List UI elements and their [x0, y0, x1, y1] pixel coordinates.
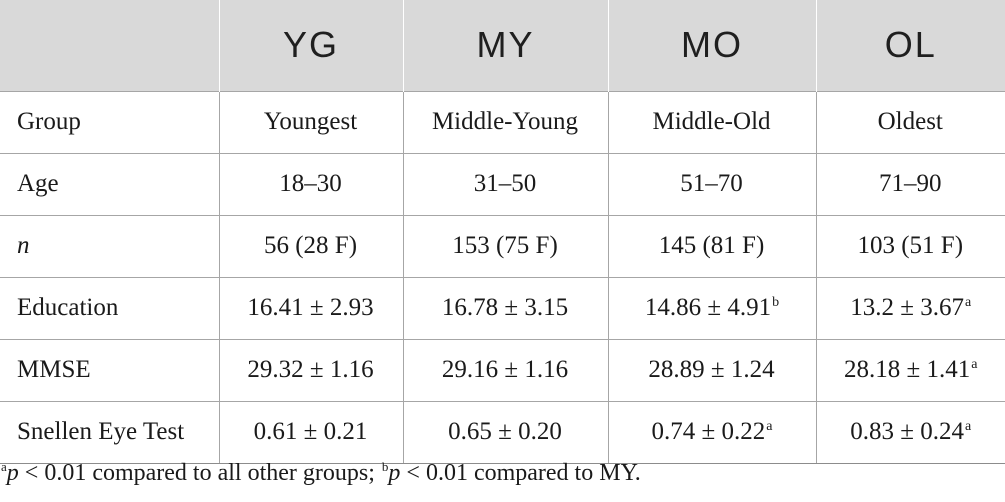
cell-value: 31–50 — [473, 170, 537, 197]
table-cell: 0.83 ± 0.24a — [815, 400, 1005, 464]
table-cell: 153 (75 F) — [402, 214, 609, 278]
cell-value: 14.86 ± 4.91 — [644, 294, 772, 321]
table-row-snellen: Snellen Eye Test 0.61 ± 0.21 0.65 ± 0.20… — [0, 400, 1005, 464]
table-row-mmse: MMSE 29.32 ± 1.16 29.16 ± 1.16 28.89 ± 1… — [0, 338, 1005, 402]
cell-value: 0.61 ± 0.21 — [253, 418, 368, 445]
footnote-p-b: p — [388, 460, 401, 486]
cell-footnote-mark: a — [971, 356, 978, 372]
cell-value: 29.32 ± 1.16 — [247, 356, 374, 383]
footnote-mark-b: b — [381, 459, 389, 474]
cell-footnote-mark: a — [766, 418, 773, 434]
cell-value: 51–70 — [680, 170, 743, 197]
table-row-n: n 56 (28 F) 153 (75 F) 145 (81 F) 103 (5… — [0, 214, 1005, 278]
cell-value: 16.41 ± 2.93 — [247, 294, 374, 321]
table-cell: 103 (51 F) — [815, 214, 1005, 278]
table-cell: 71–90 — [815, 152, 1005, 216]
table-cell: 16.78 ± 3.15 — [402, 276, 609, 340]
cell-value: Youngest — [263, 108, 358, 135]
row-label: Education — [0, 276, 220, 340]
table-cell: 29.32 ± 1.16 — [218, 338, 404, 402]
table-cell: 18–30 — [218, 152, 404, 216]
table-cell: 13.2 ± 3.67a — [815, 276, 1005, 340]
cell-value: 0.65 ± 0.20 — [448, 418, 562, 445]
cell-footnote-mark: a — [965, 294, 972, 310]
cell-value: Middle-Old — [652, 108, 771, 135]
table-cell: 56 (28 F) — [218, 214, 404, 278]
cell-value: 18–30 — [279, 170, 342, 197]
table-cell: 14.86 ± 4.91b — [607, 276, 817, 340]
table-cell: 0.74 ± 0.22a — [607, 400, 817, 464]
table-cell: 28.18 ± 1.41a — [815, 338, 1005, 402]
cell-value: 71–90 — [879, 170, 942, 197]
table-cell: Youngest — [218, 90, 404, 154]
table-row-education: Education 16.41 ± 2.93 16.78 ± 3.15 14.8… — [0, 276, 1005, 340]
cell-value: 0.83 ± 0.24 — [850, 418, 964, 445]
footnote-p-a: p — [6, 460, 19, 486]
footnote-text-b: < 0.01 compared to MY. — [400, 460, 641, 486]
table-cell: Middle-Old — [607, 90, 817, 154]
header-cell-mo: MO — [607, 0, 817, 91]
table-cell: 29.16 ± 1.16 — [402, 338, 609, 402]
cell-value: 145 (81 F) — [658, 232, 765, 259]
table-cell: Middle-Young — [402, 90, 609, 154]
header-cell-ol: OL — [815, 0, 1005, 91]
table-row-age: Age 18–30 31–50 51–70 71–90 — [0, 152, 1005, 216]
table-cell: 16.41 ± 2.93 — [218, 276, 404, 340]
cell-value: 13.2 ± 3.67 — [850, 294, 964, 321]
header-cell-yg: YG — [218, 0, 404, 91]
footnote-text-a: < 0.01 compared to all other groups; — [18, 460, 381, 486]
cell-value: 29.16 ± 1.16 — [441, 356, 569, 383]
table-cell: 28.89 ± 1.24 — [607, 338, 817, 402]
row-label: Group — [0, 90, 220, 154]
table-cell: Oldest — [815, 90, 1005, 154]
header-row: YG MY MO OL — [0, 0, 1005, 91]
cell-value: 0.74 ± 0.22 — [651, 418, 766, 445]
row-label: MMSE — [0, 338, 220, 402]
row-label: Age — [0, 152, 220, 216]
cell-value: Oldest — [877, 108, 943, 135]
cell-value: 16.78 ± 3.15 — [441, 294, 569, 321]
cell-value: 56 (28 F) — [263, 232, 358, 259]
row-label: Snellen Eye Test — [0, 400, 220, 464]
table-cell: 0.65 ± 0.20 — [402, 400, 609, 464]
table-cell: 0.61 ± 0.21 — [218, 400, 404, 464]
table-cell: 145 (81 F) — [607, 214, 817, 278]
table-cell: 51–70 — [607, 152, 817, 216]
header-cell-my: MY — [402, 0, 609, 91]
cell-value: 153 (75 F) — [452, 232, 558, 259]
table-footnote: ap < 0.01 compared to all other groups; … — [0, 460, 641, 487]
cell-value: 103 (51 F) — [857, 232, 964, 259]
cell-value: Middle-Young — [431, 108, 579, 135]
cell-footnote-mark: a — [965, 418, 972, 434]
footnote-mark-a: a — [1, 459, 7, 474]
header-cell-empty — [0, 0, 220, 91]
row-label: n — [0, 214, 220, 278]
cell-value: 28.18 ± 1.41 — [844, 356, 971, 383]
table-cell: 31–50 — [402, 152, 609, 216]
table-row-group: Group Youngest Middle-Young Middle-Old O… — [0, 90, 1005, 154]
cell-footnote-mark: b — [772, 294, 780, 310]
demographics-table: YG MY MO OL Group Youngest Middle-Young … — [0, 0, 1005, 464]
cell-value: 28.89 ± 1.24 — [648, 356, 775, 383]
